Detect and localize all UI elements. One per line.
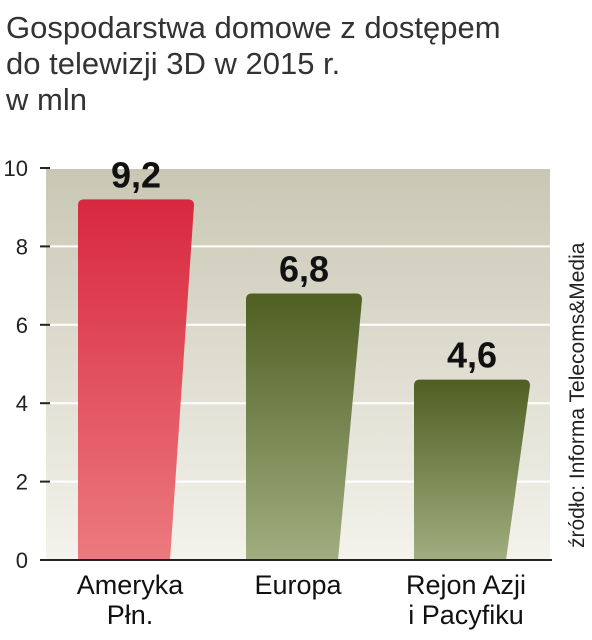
unit-label: w mln [6, 82, 87, 117]
x-category-label: Ameryka [77, 570, 185, 600]
x-category-label: i Pacyfiku [408, 600, 524, 630]
chart-title: Gospodarstwa domowe z dostępem do telewi… [6, 10, 501, 118]
y-tick-label: 6 [16, 313, 28, 338]
y-tick-label: 2 [16, 470, 28, 495]
bar [78, 199, 194, 561]
bar-value-label: 4,6 [447, 335, 497, 376]
y-axis: 0 2 4 6 8 10 [4, 156, 50, 573]
bars [78, 199, 530, 561]
y-tick-label: 0 [16, 548, 28, 573]
y-tick-label: 4 [16, 391, 28, 416]
title-line-1: Gospodarstwa domowe z dostępem [6, 10, 501, 45]
title-line-2: do telewizji 3D w 2015 r. [6, 46, 341, 81]
y-tick-label: 8 [16, 234, 28, 259]
source-note: źródło: Informa Telecoms&Media [566, 242, 589, 548]
value-labels: 9,2 6,8 4,6 [111, 154, 497, 375]
bar [246, 293, 362, 560]
bar-value-label: 9,2 [111, 154, 161, 195]
y-tick-label: 10 [4, 156, 28, 181]
bar [414, 379, 530, 560]
x-category-label: Europa [254, 570, 342, 600]
bar-value-label: 6,8 [279, 248, 329, 289]
x-category-label: Płn. [107, 600, 154, 630]
x-category-label: Rejon Azji [406, 570, 526, 600]
